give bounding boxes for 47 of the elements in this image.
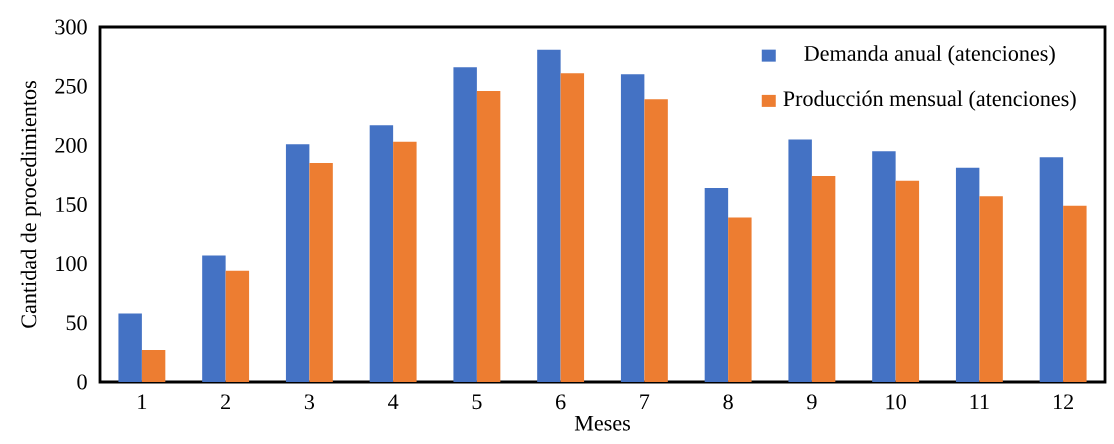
bar [811,176,836,382]
x-axis-title: Meses [574,415,631,431]
bar [225,270,250,382]
x-tick-label: 7 [640,394,650,409]
bar [1039,157,1064,382]
bar [872,151,896,382]
bar [453,67,477,382]
bar [369,125,394,382]
bar [644,99,668,382]
x-tick-label: 9 [807,394,817,410]
y-tick-label: 300 [55,19,87,35]
bar [202,255,226,382]
y-tick-label: 50 [66,315,87,331]
x-tick-label: 4 [388,394,399,409]
bar [560,73,585,382]
bar [285,144,310,382]
bar [118,313,142,382]
y-tick-label: 200 [55,137,87,153]
bar [955,167,980,382]
y-axis-title: Cantidad de procedimientos [20,81,41,328]
bar [895,180,920,382]
legend-label: Producción mensual (atenciones) [783,90,1076,111]
bar [704,187,729,382]
bar [979,196,1003,382]
bar [141,350,166,382]
x-tick-label: 12 [1053,394,1073,410]
x-tick-label: 10 [886,394,906,410]
x-tick-label: 3 [304,394,315,410]
bar [309,163,333,382]
x-tick-label: 11 [970,394,989,410]
x-tick-label: 5 [472,394,482,410]
legend-label: Demanda anual (atenciones) [804,45,1055,66]
bar [788,139,812,382]
y-tick-label: 0 [77,374,87,390]
bar [537,49,561,382]
x-tick-label: 1 [138,394,147,410]
bar [620,74,645,382]
y-tick-label: 100 [56,256,87,272]
x-tick-label: 2 [221,394,230,410]
y-tick-label: 150 [56,197,87,212]
bar [393,141,417,382]
bar [476,90,501,382]
x-tick-label: 6 [556,394,566,410]
bar [728,217,752,382]
bar [1063,205,1087,382]
x-tick-label: 8 [723,394,733,410]
y-tick-label: 250 [55,78,87,94]
